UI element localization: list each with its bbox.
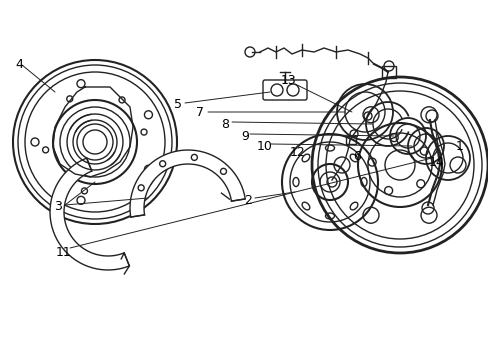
Text: 5: 5 bbox=[174, 99, 182, 112]
Text: 12: 12 bbox=[289, 147, 305, 159]
Text: 1: 1 bbox=[455, 140, 463, 153]
Text: 7: 7 bbox=[196, 105, 203, 118]
Text: 14: 14 bbox=[428, 157, 444, 170]
Text: 9: 9 bbox=[241, 130, 248, 143]
Polygon shape bbox=[130, 150, 245, 217]
Text: 11: 11 bbox=[56, 246, 72, 258]
Text: 4: 4 bbox=[15, 58, 23, 71]
Text: 3: 3 bbox=[54, 201, 62, 213]
Bar bbox=[346, 136, 355, 144]
Text: 10: 10 bbox=[257, 139, 272, 153]
Text: 6: 6 bbox=[352, 149, 360, 162]
Text: 13: 13 bbox=[281, 73, 296, 86]
Polygon shape bbox=[50, 158, 129, 270]
Text: 2: 2 bbox=[244, 194, 251, 207]
FancyBboxPatch shape bbox=[263, 80, 306, 100]
Bar bbox=[381, 66, 395, 78]
Text: 8: 8 bbox=[221, 117, 228, 130]
